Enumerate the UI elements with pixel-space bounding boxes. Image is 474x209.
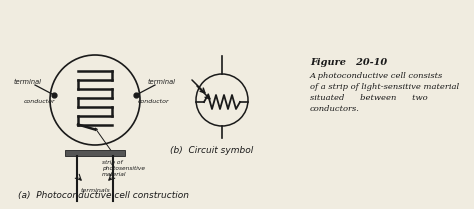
Text: terminals: terminals (80, 188, 110, 193)
Text: A photoconductive cell consists: A photoconductive cell consists (310, 72, 443, 80)
Text: Figure   20-10: Figure 20-10 (310, 58, 387, 67)
Text: (a)  Photoconductive cell construction: (a) Photoconductive cell construction (18, 191, 189, 200)
Text: situated      between      two: situated between two (310, 94, 428, 102)
Text: of a strip of light-sensitive material: of a strip of light-sensitive material (310, 83, 459, 91)
Text: terminal: terminal (148, 79, 176, 85)
Text: terminal: terminal (14, 79, 42, 85)
Bar (65, 150, 125, 156)
Text: conductors.: conductors. (310, 105, 360, 113)
Text: conductor: conductor (138, 99, 170, 104)
Text: conductor: conductor (24, 99, 56, 104)
Text: strip of
photosensitive
material: strip of photosensitive material (95, 128, 145, 177)
Text: (b)  Circuit symbol: (b) Circuit symbol (170, 146, 254, 155)
